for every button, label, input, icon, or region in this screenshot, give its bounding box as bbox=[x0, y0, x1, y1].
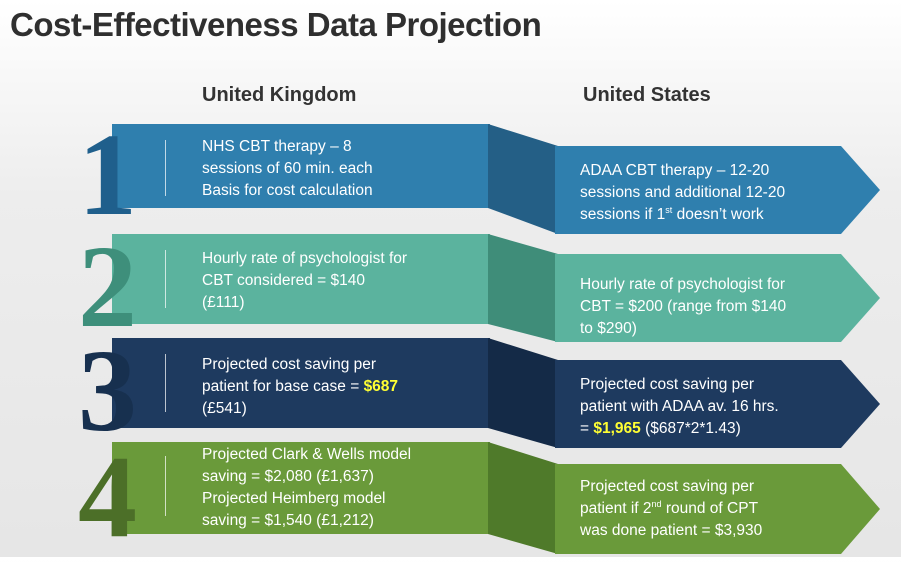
row-3-us-line: = $1,965 ($687*2*1.43) bbox=[580, 418, 779, 440]
row-1-uk-line: NHS CBT therapy – 8 bbox=[202, 138, 352, 155]
row-2-us-line: Hourly rate of psychologist for bbox=[580, 276, 786, 293]
row-4-uk-text: Projected Clark & Wells model saving = $… bbox=[202, 444, 411, 532]
row-3-uk-fragment: patient for base case = bbox=[202, 378, 364, 395]
row-3-number: 3 bbox=[78, 325, 137, 456]
row-4-us-fragment: round of CPT bbox=[661, 500, 759, 517]
row-3-uk-line: Projected cost saving per bbox=[202, 356, 377, 373]
row-3-us-text: Projected cost saving per patient with A… bbox=[580, 374, 779, 440]
row-4-divider bbox=[165, 456, 166, 516]
row-3-uk-line: (£541) bbox=[202, 400, 247, 417]
row-3: 3 Projected cost saving per patient for … bbox=[0, 332, 901, 450]
row-3-us-line: patient with ADAA av. 16 hrs. bbox=[580, 398, 779, 415]
row-4-uk-band bbox=[112, 442, 490, 534]
row-1-uk-line: Basis for cost calculation bbox=[202, 182, 373, 199]
row-1-us-arrow bbox=[555, 146, 880, 234]
row-2-uk-band bbox=[112, 234, 490, 324]
row-3-uk-text: Projected cost saving per patient for ba… bbox=[202, 354, 398, 420]
row-3-us-line: Projected cost saving per bbox=[580, 376, 755, 393]
row-3-us-arrow bbox=[555, 360, 880, 448]
row-4-uk-line: saving = $2,080 (£1,637) bbox=[202, 468, 374, 485]
row-4-uk-line: saving = $1,540 (£1,212) bbox=[202, 512, 374, 529]
row-4-us-superscript: nd bbox=[651, 498, 662, 509]
row-1-us-text: ADAA CBT therapy – 12-20 sessions and ad… bbox=[580, 160, 785, 226]
row-1-us-line: sessions if 1st doesn’t work bbox=[580, 204, 785, 226]
row-1-connector bbox=[488, 124, 558, 234]
row-2-connector bbox=[488, 234, 558, 342]
row-2: 2 Hourly rate of psychologist for CBT co… bbox=[0, 228, 901, 346]
row-2-uk-line: Hourly rate of psychologist for bbox=[202, 250, 408, 267]
row-1-uk-text: NHS CBT therapy – 8 sessions of 60 min. … bbox=[202, 136, 373, 202]
row-4-uk-line: Projected Heimberg model bbox=[202, 490, 386, 507]
row-3-connector bbox=[488, 338, 558, 448]
row-1-us-superscript: st bbox=[665, 204, 673, 215]
row-4-number: 4 bbox=[78, 431, 137, 562]
header-united-states: United States bbox=[583, 84, 711, 106]
row-3-us-fragment: = bbox=[580, 420, 594, 437]
row-4-us-line: patient if 2nd round of CPT bbox=[580, 498, 762, 520]
row-1-divider bbox=[165, 140, 166, 196]
row-2-uk-text: Hourly rate of psychologist for CBT cons… bbox=[202, 248, 407, 314]
row-3-us-highlight-value: $1,965 bbox=[593, 420, 641, 437]
row-1-us-fragment: sessions if 1 bbox=[580, 206, 666, 223]
row-2-us-arrow bbox=[555, 254, 880, 342]
row-1-us-fragment: doesn’t work bbox=[672, 206, 764, 223]
row-4-us-fragment: patient if 2 bbox=[580, 500, 652, 517]
row-2-divider bbox=[165, 250, 166, 308]
row-1-us-line: ADAA CBT therapy – 12-20 bbox=[580, 162, 770, 179]
row-1-number: 1 bbox=[78, 109, 137, 240]
row-2-uk-line: CBT considered = $140 bbox=[202, 272, 365, 289]
row-2-uk-line: (£111) bbox=[202, 294, 245, 311]
row-4: 4 Projected Clark & Wells model saving =… bbox=[0, 438, 901, 556]
row-3-uk-highlight-value: $687 bbox=[363, 378, 399, 395]
row-4-us-line: Projected cost saving per bbox=[580, 478, 755, 495]
row-3-divider bbox=[165, 354, 166, 412]
row-3-us-fragment: ($687*2*1.43) bbox=[640, 420, 741, 437]
row-2-us-text: Hourly rate of psychologist for CBT = $2… bbox=[580, 274, 786, 340]
row-4-us-line: was done patient = $3,930 bbox=[580, 522, 763, 539]
page-title: Cost-Effectiveness Data Projection bbox=[10, 6, 542, 43]
row-1: 1 NHS CBT therapy – 8 sessions of 60 min… bbox=[0, 116, 901, 234]
row-4-us-text: Projected cost saving per patient if 2nd… bbox=[580, 476, 762, 542]
row-4-us-arrow bbox=[555, 464, 880, 554]
header-united-kingdom: United Kingdom bbox=[202, 84, 357, 106]
row-1-us-line: sessions and additional 12-20 bbox=[580, 184, 786, 201]
row-3-uk-line: patient for base case = $687 bbox=[202, 376, 398, 398]
row-4-connector bbox=[488, 442, 558, 554]
row-1-uk-band bbox=[112, 124, 490, 208]
row-2-us-line: CBT = $200 (range from $140 bbox=[580, 298, 787, 315]
row-2-us-line: to $290) bbox=[580, 320, 637, 337]
row-3-uk-band bbox=[112, 338, 490, 428]
row-1-uk-line: sessions of 60 min. each bbox=[202, 160, 373, 177]
row-4-uk-line: Projected Clark & Wells model bbox=[202, 446, 412, 463]
row-2-number: 2 bbox=[78, 221, 137, 352]
